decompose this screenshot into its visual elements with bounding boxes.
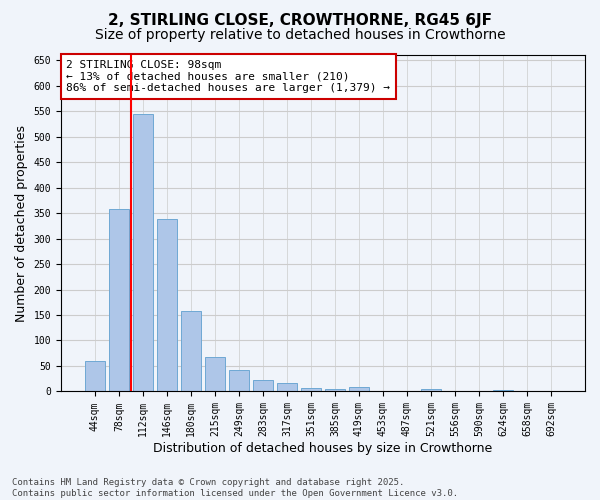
- Bar: [157, 219, 177, 392]
- Bar: [373, 391, 393, 392]
- Bar: [541, 391, 561, 392]
- Y-axis label: Number of detached properties: Number of detached properties: [15, 124, 28, 322]
- Bar: [181, 312, 201, 392]
- Bar: [109, 209, 129, 392]
- Bar: [301, 388, 321, 392]
- Bar: [253, 380, 273, 392]
- Bar: [421, 390, 441, 392]
- X-axis label: Distribution of detached houses by size in Crowthorne: Distribution of detached houses by size …: [154, 442, 493, 455]
- Bar: [493, 390, 513, 392]
- Text: Size of property relative to detached houses in Crowthorne: Size of property relative to detached ho…: [95, 28, 505, 42]
- Bar: [85, 361, 105, 392]
- Bar: [325, 390, 345, 392]
- Bar: [277, 383, 297, 392]
- Text: 2 STIRLING CLOSE: 98sqm
← 13% of detached houses are smaller (210)
86% of semi-d: 2 STIRLING CLOSE: 98sqm ← 13% of detache…: [66, 60, 390, 93]
- Text: Contains HM Land Registry data © Crown copyright and database right 2025.
Contai: Contains HM Land Registry data © Crown c…: [12, 478, 458, 498]
- Bar: [133, 114, 153, 392]
- Bar: [205, 357, 225, 392]
- Bar: [349, 388, 369, 392]
- Bar: [229, 370, 249, 392]
- Text: 2, STIRLING CLOSE, CROWTHORNE, RG45 6JF: 2, STIRLING CLOSE, CROWTHORNE, RG45 6JF: [108, 12, 492, 28]
